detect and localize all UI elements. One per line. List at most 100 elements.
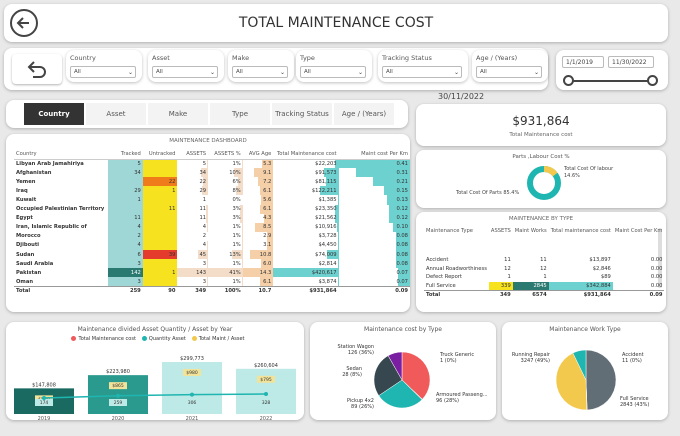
column-header[interactable]: Maint Cost Per Km [614,228,663,234]
table-row[interactable]: Libyan Arab Jamahiriya 5 5 1% 5.3 $22,203 0.41 [14,159,410,169]
table-cell: 142 [108,268,143,278]
column-header[interactable]: ASSETS % [208,150,243,160]
date-slider-start-handle[interactable] [563,75,574,86]
cell-value: 1 [137,197,141,204]
table-cell: $2,814 [273,259,339,269]
cell-value: $91,573 [315,169,337,176]
table-row[interactable]: Iran, Islamic Republic of 4 4 1% 8.5 $10,916 0… [14,222,410,232]
table-row[interactable]: Saudi Arabia 3 3 1% 6.0 $2,814 0.08 [14,259,410,269]
by-type-table: Maintenance Type ASSETS Maint Works Total m… [424,228,665,299]
table-cell: Morocco [14,232,108,241]
cell-value: 34 [199,169,207,176]
filter-dropdown[interactable]: All ⌄ [70,66,136,78]
column-header[interactable]: Total maintenance cost [550,228,611,234]
table-cell: 4 [177,240,209,251]
tab-make[interactable]: Make [148,103,208,125]
tab-country[interactable]: Country [24,103,84,125]
filter-dropdown[interactable]: All ⌄ [232,66,288,78]
cell-bar [207,259,209,269]
legend-dot [71,336,77,341]
column-header[interactable]: Maint Works [514,228,547,234]
cell-bar [205,213,209,223]
pie-slice [572,349,587,381]
table-cell: 0.12 [339,204,410,214]
cell-value: 41% [229,269,241,276]
filter-dropdown[interactable]: All ⌄ [476,66,542,78]
table-cell: 3 [108,259,143,269]
tab-asset[interactable]: Asset [86,103,146,125]
table-row[interactable]: Djibouti 4 4 1% 3.1 $4,450 0.08 [14,240,410,251]
column-header[interactable]: Total Maintenance cost [273,150,339,160]
cell-value: 7.2 [263,178,272,185]
maint-per-asset-label: $795 [260,377,272,383]
cell-value: 3% [232,206,241,213]
table-row[interactable]: Kuwait 1 1 0% 5.6 $1,385 0.13 [14,195,410,205]
column-header[interactable]: ASSETS [177,150,209,160]
table-cell: 0.08 [339,231,410,241]
table-cell: 2845 [512,281,549,290]
filter-label: Make [232,54,250,62]
cell-bar [335,213,339,223]
column-header[interactable]: AVG Age [242,150,274,160]
column-header[interactable]: Untracked [142,150,178,160]
table-cell: 6.1 [243,277,274,286]
cell-value: 0.09 [395,288,408,295]
column-header[interactable]: Tracked [108,150,143,160]
cell-value: Morocco [16,233,41,240]
pie-value-label: 1 (0%) [440,358,457,364]
table-row[interactable]: Yemen 22 22 6% 7.2 $81,115 0.21 [14,177,410,187]
table-row[interactable]: Occupied Palestinian Territory 11 11 3% 6.1 $… [14,204,410,214]
bar-value-label: $223,980 [106,369,130,375]
table-cell: 3 [177,277,209,286]
cell-value: 11 [199,215,207,222]
table-cell: Full Service [426,282,456,289]
filter-dropdown[interactable]: All ⌄ [152,66,218,78]
bar-chart-title: Maintenance divided Asset Quantity / Ass… [77,326,233,333]
table-row[interactable]: Defect Report 1 1 $89 0.00 [424,273,664,282]
tab-age[interactable]: Age / (Years) [334,103,394,125]
table-row[interactable]: Accident 11 11 $13,897 0.00 [424,256,664,265]
date-slider-track[interactable] [568,80,652,82]
filter-dropdown[interactable]: All ⌄ [382,66,462,78]
table-row[interactable]: Oman 3 3 1% 6.1 $3,874 0.07 [14,277,410,287]
date-slider-end-handle[interactable] [647,75,658,86]
pie-label: Full Service [620,396,649,402]
start-date-input[interactable]: 1/1/2019 [562,56,604,68]
cell-value: 0.12 [396,206,408,213]
cell-value: 14.3 [259,269,272,276]
table-row[interactable]: Egypt 11 11 3% 4.3 $21,562 0.12 [14,213,410,223]
table-row[interactable]: Sudan 6 39 45 13% 10.8 $74,009 0.08 [14,250,410,260]
back-button[interactable] [10,9,38,37]
table-row[interactable]: Pakistan 142 1 143 41% 14.3 $420,617 0.07 [14,268,410,278]
table-cell: $342,884 [548,281,613,290]
cell-value: 0.07 [396,269,408,276]
column-header[interactable]: Maintenance Type [426,228,473,234]
table-row[interactable]: Annual Roadworthiness 12 12 $2,846 0.00 [424,265,664,274]
arrow-left-icon [16,17,29,29]
table-row[interactable]: Morocco 2 2 1% 2.9 $3,728 0.08 [14,231,410,241]
table-row[interactable]: Afghanistan 34 34 10% 9.1 $91,573 0.31 [14,168,410,178]
end-date-input[interactable]: 11/30/2022 [608,56,654,68]
column-header[interactable]: ASSETS [490,228,511,234]
by-type-scrollbar[interactable] [658,228,662,288]
table-cell: $3,874 [273,277,339,286]
table-row[interactable]: Full Service 339 2845 $342,884 0.00 [424,281,664,290]
filter-dropdown[interactable]: All ⌄ [300,66,366,78]
column-header[interactable]: Country [14,150,109,160]
date-range-card: 1/1/2019 11/30/2022 [556,50,668,90]
pie-slice [555,352,588,411]
table-cell: 7.2 [243,177,274,187]
table-row[interactable]: Iraq 29 1 29 8% 6.1 $122,211 0.15 [14,186,410,196]
tab-type[interactable]: Type [210,103,270,125]
table-cell: 3% [208,204,243,214]
tab-tracking-status[interactable]: Tracking Status [272,103,332,125]
cell-bar [273,268,339,278]
cell-bar [231,250,243,260]
x-tick-label: 2022 [260,416,273,420]
reset-button[interactable] [12,54,62,84]
pie-value-label: 3247 (49%) [521,358,550,364]
table-cell: 34 [108,168,143,178]
cell-bar [207,240,209,251]
by-type-title: MAINTENANCE BY TYPE [508,216,574,222]
column-header[interactable]: Maint cost Per Km [338,150,410,160]
